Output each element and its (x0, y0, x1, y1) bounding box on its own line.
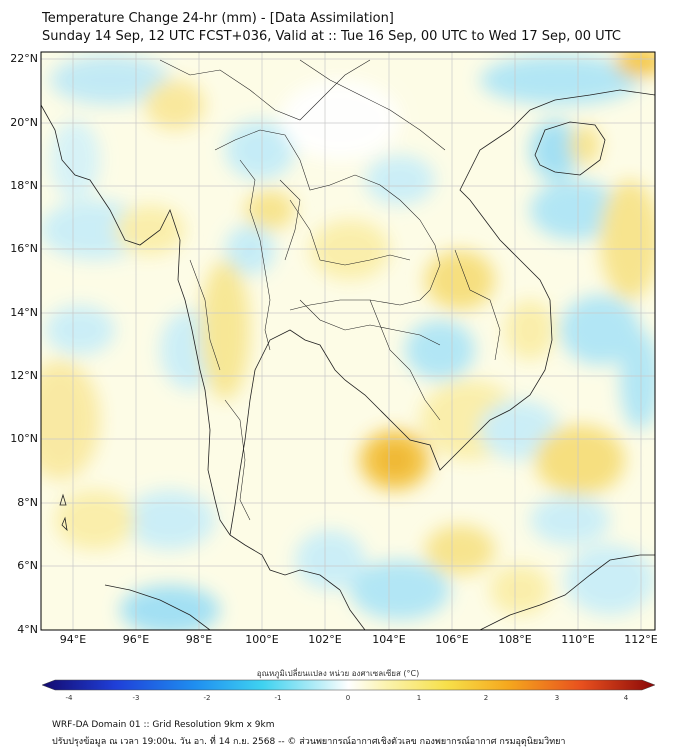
lon-label-96e: 96°E (122, 633, 150, 646)
lon-label-106e: 106°E (435, 633, 469, 646)
colorbar-tick: 2 (483, 694, 489, 702)
lat-label-12n: 12°N (10, 369, 38, 382)
lat-label-10n: 10°N (10, 432, 38, 445)
province-boundaries (159, 59, 501, 521)
lon-label-98e: 98°E (185, 633, 213, 646)
lat-label-18n: 18°N (10, 179, 38, 192)
map-title: Temperature Change 24-hr (mm) - [Data As… (42, 11, 394, 26)
footer-domain-info: WRF-DA Domain 01 :: Grid Resolution 9km … (52, 720, 275, 730)
graticule (41, 52, 655, 630)
colorbar-tick: -3 (132, 694, 140, 702)
colorbar-tick: 4 (623, 694, 629, 702)
colorbar-tick: 1 (416, 694, 422, 702)
map-frame (40, 51, 656, 631)
map-subtitle: Sunday 14 Sep, 12 UTC FCST+036, Valid at… (42, 29, 621, 44)
lat-label-6n: 6°N (17, 559, 38, 572)
lat-label-4n: 4°N (17, 623, 38, 636)
lat-label-22n: 22°N (10, 52, 38, 65)
lat-label-8n: 8°N (17, 496, 38, 509)
lat-label-16n: 16°N (10, 242, 38, 255)
colorbar-tick: -4 (65, 694, 73, 702)
lon-label-108e: 108°E (498, 633, 532, 646)
lon-label-110e: 110°E (561, 633, 595, 646)
colorbar-tick: 0 (345, 694, 351, 702)
colorbar (41, 679, 656, 691)
lon-label-102e: 102°E (308, 633, 342, 646)
lon-label-112e: 112°E (624, 633, 658, 646)
lat-label-14n: 14°N (10, 306, 38, 319)
colorbar-tick: 3 (554, 694, 560, 702)
lat-label-20n: 20°N (10, 116, 38, 129)
colorbar-tick: -2 (203, 694, 211, 702)
coastlines-borders (41, 89, 655, 630)
lon-label-94e: 94°E (59, 633, 87, 646)
colorbar-tick: -1 (274, 694, 282, 702)
lon-label-100e: 100°E (245, 633, 279, 646)
colorbar-title: อุณหภูมิเปลี่ยนแปลง หน่วย องศาเซลเซียส (… (256, 669, 420, 678)
footer-update-credit: ปรับปรุงข้อมูล ณ เวลา 19:00น. วัน อา. ที… (52, 737, 566, 747)
lon-label-104e: 104°E (372, 633, 406, 646)
temperature-field (41, 52, 655, 630)
